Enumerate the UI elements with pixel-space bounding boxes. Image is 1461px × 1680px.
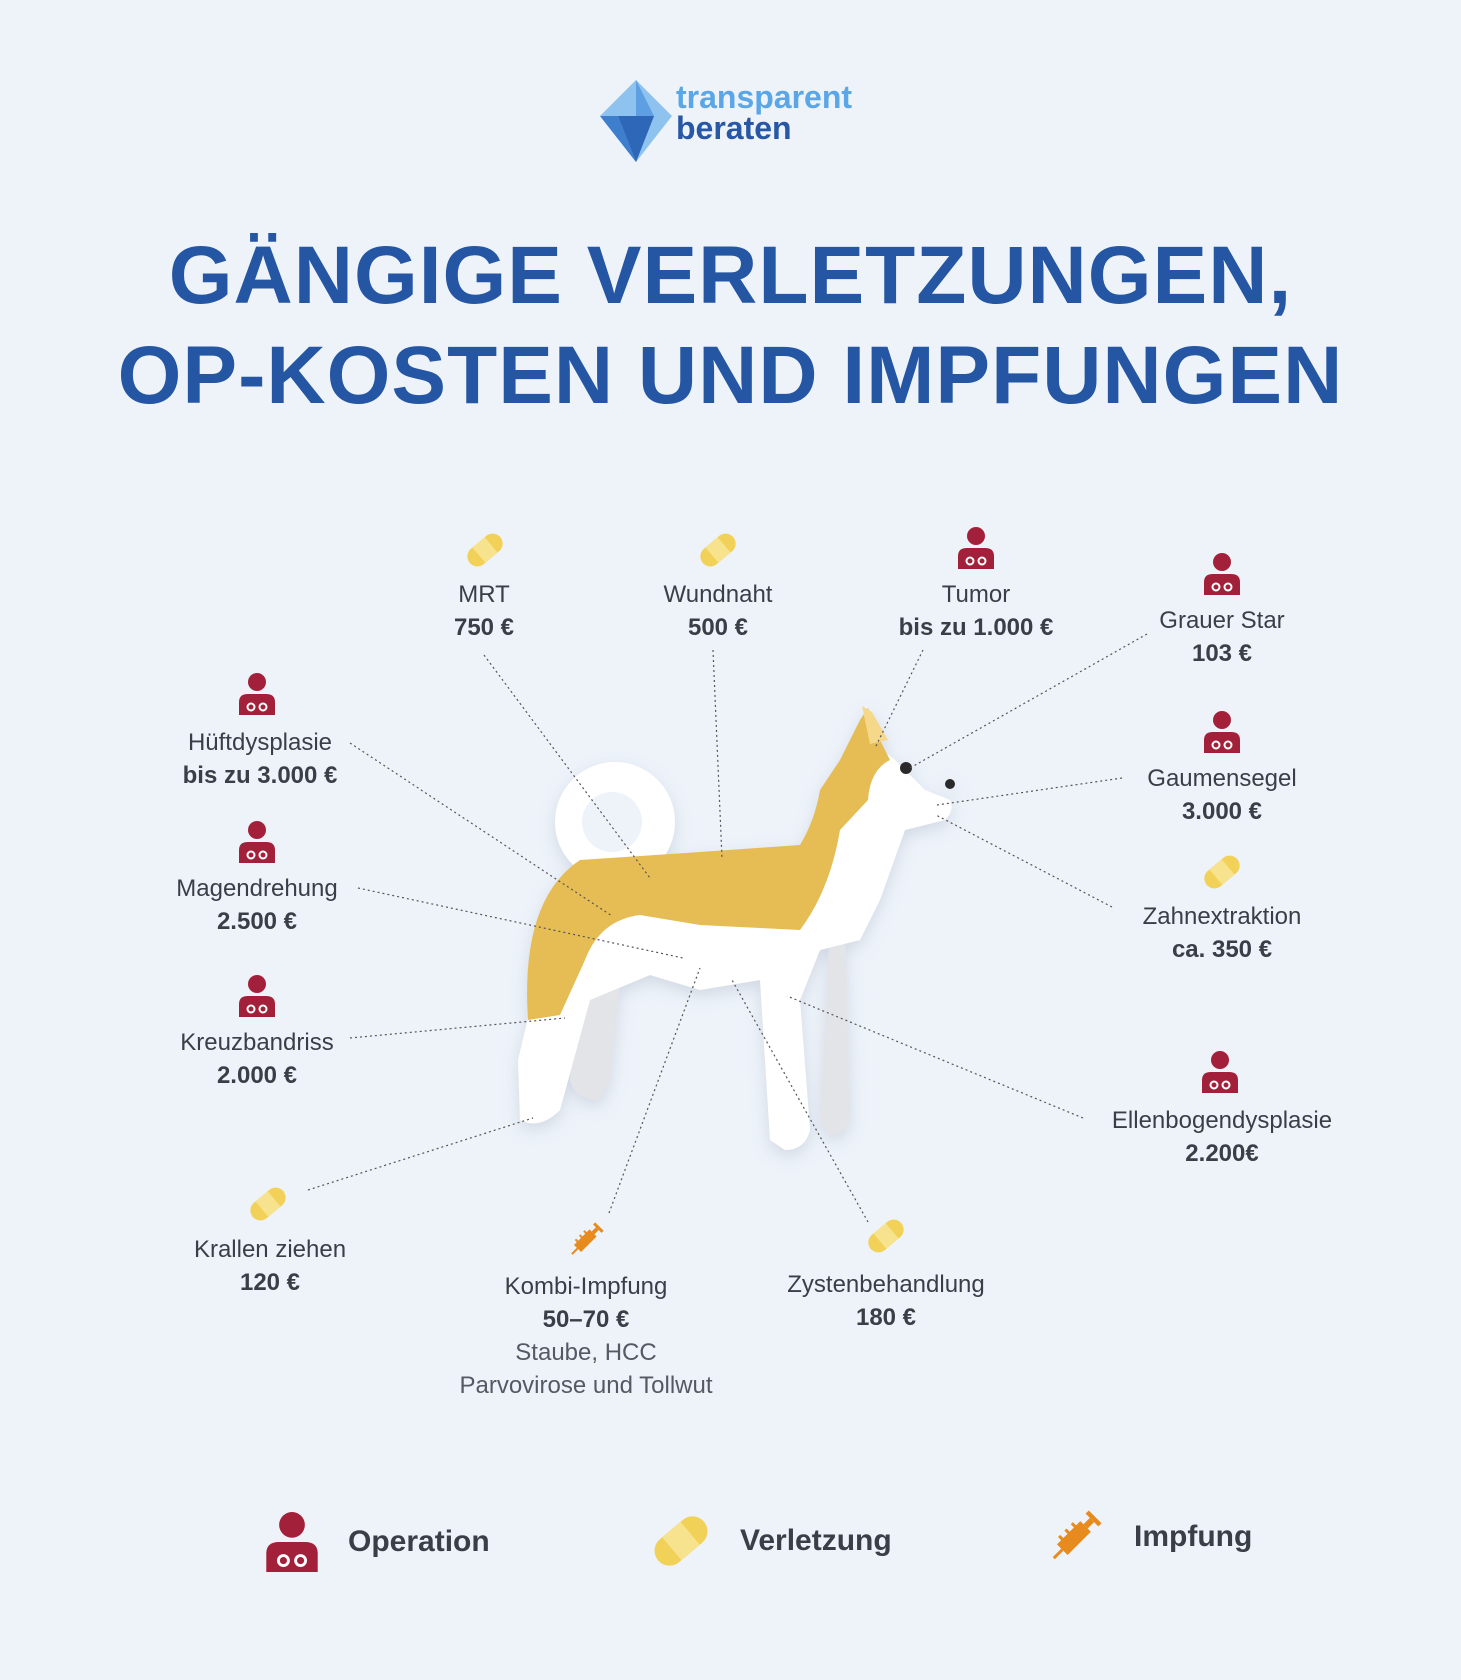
legend-impfung: Impfung <box>1042 1504 1252 1570</box>
item-name: Wundnaht <box>663 581 773 608</box>
item-wundnaht: Wundnaht 500 € <box>568 578 868 644</box>
title-line2: OP-KOSTEN UND IMPFUNGEN <box>117 330 1344 421</box>
title-line1: GÄNGIGE VERLETZUNGEN, <box>168 230 1293 321</box>
page-title: GÄNGIGE VERLETZUNGEN, OP-KOSTEN UND IMPF… <box>0 226 1461 426</box>
item-price: 180 € <box>855 1304 917 1331</box>
doctor-icon <box>1204 711 1240 753</box>
syringe-icon <box>1052 1510 1102 1560</box>
item-magendrehung: Magendrehung 2.500 € <box>107 872 407 938</box>
item-gaumensegel: Gaumensegel 3.000 € <box>1072 762 1372 828</box>
item-price: ca. 350 € <box>1171 936 1273 963</box>
item-hueftdysplasie: Hüftdysplasie bis zu 3.000 € <box>110 726 410 792</box>
item-name: Kombi-Impfung <box>504 1273 668 1300</box>
bandage-icon <box>654 1516 708 1566</box>
item-krallen-ziehen: Krallen ziehen 120 € <box>120 1233 420 1299</box>
item-name: MRT <box>458 581 510 608</box>
doctor-icon <box>958 527 994 569</box>
item-name: Grauer Star <box>1159 607 1285 634</box>
bandage-icon <box>1204 855 1240 889</box>
item-name: Gaumensegel <box>1147 765 1297 792</box>
item-price: 500 € <box>687 614 749 641</box>
item-ellenbogendysplasie: Ellenbogendysplasie 2.200€ <box>1072 1104 1372 1170</box>
brand-line2: beraten <box>676 110 792 146</box>
brand-name: transparent beraten <box>676 79 853 146</box>
syringe-icon <box>571 1222 604 1255</box>
item-sub1: Staube, HCC <box>515 1339 657 1366</box>
item-tumor: Tumor bis zu 1.000 € <box>826 578 1126 644</box>
brand-logo: transparent beraten <box>596 78 876 168</box>
doctor-icon <box>1202 1051 1238 1093</box>
item-kreuzbandriss: Kreuzbandriss 2.000 € <box>107 1026 407 1092</box>
item-mrt: MRT 750 € <box>334 578 634 644</box>
item-name: Ellenbogendysplasie <box>1111 1107 1333 1134</box>
bandage-icon <box>250 1187 286 1221</box>
doctor-icon <box>239 821 275 863</box>
legend-label: Verletzung <box>740 1524 892 1557</box>
item-price: 2.000 € <box>216 1062 298 1089</box>
item-zahnextraktion: Zahnextraktion ca. 350 € <box>1072 900 1372 966</box>
item-price: 3.000 € <box>1181 798 1263 825</box>
item-grauer-star: Grauer Star 103 € <box>1072 604 1372 670</box>
item-price: bis zu 1.000 € <box>898 614 1054 641</box>
item-name: Zahnextraktion <box>1142 903 1302 930</box>
item-name: Zystenbehandlung <box>787 1271 985 1298</box>
legend-label: Operation <box>348 1525 490 1558</box>
doctor-icon <box>239 975 275 1017</box>
item-kombi-impfung: Kombi-Impfung 50–70 € Staube, HCC Parvov… <box>436 1270 736 1402</box>
item-price: 50–70 € <box>542 1306 630 1333</box>
connector-lines <box>307 633 1148 1223</box>
item-sub2: Parvovirose und Tollwut <box>459 1372 713 1399</box>
doctor-icon <box>266 1512 318 1572</box>
brand-line1: transparent <box>676 79 853 115</box>
item-name: Krallen ziehen <box>193 1236 347 1263</box>
doctor-icon <box>1204 553 1240 595</box>
item-price: 120 € <box>239 1269 301 1296</box>
legend-operation: Operation <box>262 1510 490 1574</box>
doctor-icon <box>239 673 275 715</box>
legend-label: Impfung <box>1134 1520 1253 1553</box>
item-name: Kreuzbandriss <box>180 1029 334 1056</box>
bandage-icon <box>868 1219 904 1253</box>
item-name: Magendrehung <box>176 875 338 902</box>
diamond-logo-icon <box>600 80 672 162</box>
bandage-icon <box>700 533 736 567</box>
item-price: bis zu 3.000 € <box>182 762 338 789</box>
item-name: Hüftdysplasie <box>187 729 333 756</box>
item-name: Tumor <box>941 581 1011 608</box>
legend-verletzung: Verletzung <box>648 1508 892 1574</box>
item-price: 2.200€ <box>1185 1140 1259 1167</box>
item-zystenbehandlung: Zystenbehandlung 180 € <box>736 1268 1036 1334</box>
bandage-icon <box>467 533 503 567</box>
item-price: 103 € <box>1191 640 1253 667</box>
item-price: 750 € <box>453 614 515 641</box>
item-price: 2.500 € <box>216 908 298 935</box>
